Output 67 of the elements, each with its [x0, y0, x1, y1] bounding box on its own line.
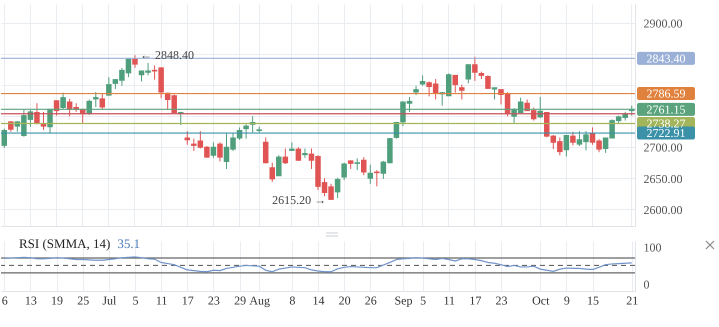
candlestick	[341, 162, 347, 181]
candlestick	[361, 156, 367, 176]
x-tick-label: 29	[234, 294, 246, 308]
y-tick-label: 2900.00	[644, 16, 682, 31]
candlestick	[570, 131, 576, 146]
x-tick-label: 23	[208, 294, 220, 308]
candlestick	[354, 158, 360, 171]
candlestick	[276, 154, 282, 176]
candlestick	[269, 162, 275, 182]
chart-title: RSI (SMMA, 14)	[19, 236, 110, 251]
x-tick-label: 25	[77, 294, 90, 308]
ref-line-label: 2761.15	[646, 102, 686, 116]
annotation: 2615.20 →	[272, 192, 326, 207]
x-tick-label: Aug	[249, 294, 270, 308]
y-tick-label: 100	[644, 240, 662, 254]
x-tick-label: 23	[496, 294, 508, 308]
candlestick	[243, 124, 249, 140]
candlestick	[334, 177, 340, 199]
x-tick-label: 17	[182, 294, 194, 308]
candlestick	[472, 56, 478, 82]
candlestick	[106, 76, 112, 96]
line-series	[4, 256, 632, 272]
x-tick-label: 6	[2, 294, 8, 308]
annotation: 35.1	[117, 236, 140, 251]
y-tick-label: 0	[644, 277, 650, 292]
x-tick-label: 14	[312, 294, 324, 308]
candlestick	[452, 74, 458, 94]
candlestick	[282, 148, 288, 164]
x-tick-label: 20	[338, 294, 351, 308]
x-tick-label: 5	[132, 294, 138, 308]
candlestick	[564, 134, 570, 158]
annotation: ← 2848.40	[140, 48, 194, 62]
x-tick-label: 19	[51, 294, 64, 308]
x-tick-label: 11	[443, 294, 456, 308]
x-tick-label: Oct	[532, 294, 550, 308]
candlestick	[262, 136, 268, 164]
candlestick	[374, 170, 380, 187]
x-tick-label: 21	[626, 294, 638, 308]
candlestick	[459, 84, 465, 100]
candlestick	[100, 93, 106, 110]
x-tick-label: Sep	[394, 294, 412, 308]
candlestick	[217, 142, 223, 162]
x-tick-label: 8	[289, 294, 296, 308]
x-tick-label: 9	[564, 294, 570, 308]
candlestick	[302, 148, 308, 158]
x-tick-label: Jul	[102, 294, 118, 308]
x-tick-label: 17	[469, 294, 482, 308]
x-tick-label: 5	[420, 294, 426, 308]
x-tick-label: 26	[364, 294, 377, 308]
ref-line-label: 2786.59	[646, 86, 686, 101]
y-tick-label: 2650.00	[644, 172, 682, 186]
x-tick-label: 15	[587, 294, 600, 308]
x-tick-label: 13	[24, 294, 37, 308]
candlestick	[2, 128, 8, 148]
candlestick	[420, 74, 426, 86]
candlestick	[466, 64, 472, 84]
candlestick	[492, 87, 498, 100]
y-tick-label: 2700.00	[644, 140, 682, 155]
x-tick-label: 11	[156, 294, 168, 308]
y-tick-label: 2600.00	[644, 202, 682, 217]
ref-line-label: 2843.40	[646, 51, 686, 66]
candlestick	[184, 130, 190, 146]
candlestick	[296, 146, 302, 162]
candlestick	[413, 85, 419, 96]
candlestick	[210, 142, 216, 158]
candlestick	[485, 74, 491, 90]
candlestick	[368, 164, 374, 184]
